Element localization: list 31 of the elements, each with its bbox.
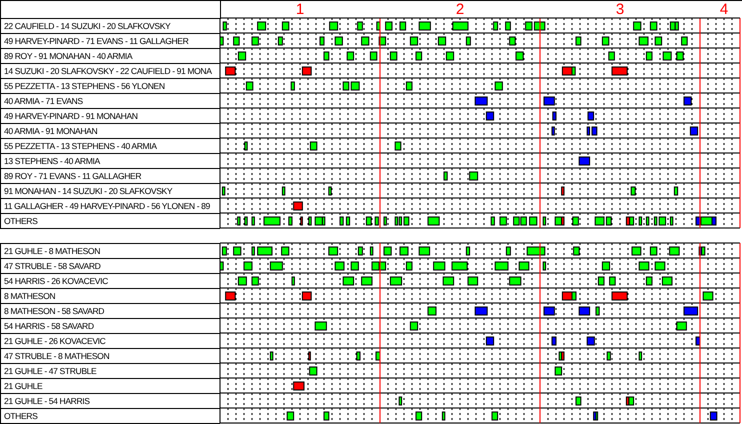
x-tick-label: 3 xyxy=(616,1,624,18)
y-tick-label: 49 HARVEY-PINARD - 71 EVANS - 11 GALLAGHER xyxy=(4,36,189,46)
y-tick-label: 21 GUHLE xyxy=(4,381,44,391)
y-tick-label: 49 HARVEY-PINARD - 91 MONAHAN xyxy=(4,111,138,121)
x-tick-label: 4 xyxy=(720,1,728,18)
x-tick-label: 2 xyxy=(456,1,464,18)
y-tick-label: 55 PEZZETTA - 13 STEPHENS - 56 YLONEN xyxy=(4,81,165,91)
y-tick-label: 21 GUHLE - 54 HARRIS xyxy=(4,396,90,406)
y-tick-label: 40 ARMIA - 91 MONAHAN xyxy=(4,126,98,136)
y-tick-label: 11 GALLAGHER - 49 HARVEY-PINARD - 56 YLONEN - 89 xyxy=(4,201,211,211)
y-tick-label: 22 CAUFIELD - 14 SUZUKI - 20 SLAFKOVSKY xyxy=(4,21,172,31)
y-tick-label: 14 SUZUKI - 20 SLAFKOVSKY - 22 CAUFIELD - 91 MONA xyxy=(4,66,212,76)
y-tick-label: 40 ARMIA - 71 EVANS xyxy=(4,96,84,106)
y-tick-label: OTHERS xyxy=(4,216,38,226)
y-tick-label: 8 MATHESON - 58 SAVARD xyxy=(4,306,104,316)
y-tick-label: 21 GUHLE - 26 KOVACEVIC xyxy=(4,336,106,346)
y-tick-label: 54 HARRIS - 58 SAVARD xyxy=(4,321,94,331)
y-tick-label: OTHERS xyxy=(4,411,38,421)
y-tick-label: 91 MONAHAN - 14 SUZUKI - 20 SLAFKOVSKY xyxy=(4,186,173,196)
y-tick-label: 54 HARRIS - 26 KOVACEVIC xyxy=(4,276,108,286)
x-tick-label: 1 xyxy=(296,1,304,18)
y-tick-label: 21 GUHLE - 47 STRUBLE xyxy=(4,366,98,376)
y-tick-label: 89 ROY - 91 MONAHAN - 40 ARMIA xyxy=(4,51,133,61)
y-tick-label: 55 PEZZETTA - 13 STEPHENS - 40 ARMIA xyxy=(4,141,158,151)
y-tick-label: 8 MATHESON xyxy=(4,291,56,301)
y-tick-label: 47 STRUBLE - 58 SAVARD xyxy=(4,261,101,271)
y-tick-label: 13 STEPHENS - 40 ARMIA xyxy=(4,156,100,166)
y-tick-label: 89 ROY - 71 EVANS - 11 GALLAGHER xyxy=(4,171,142,181)
bar xyxy=(374,216,379,226)
y-tick-label: 47 STRUBLE - 8 MATHESON xyxy=(4,351,110,361)
y-tick-label: 21 GUHLE - 8 MATHESON xyxy=(4,246,100,256)
